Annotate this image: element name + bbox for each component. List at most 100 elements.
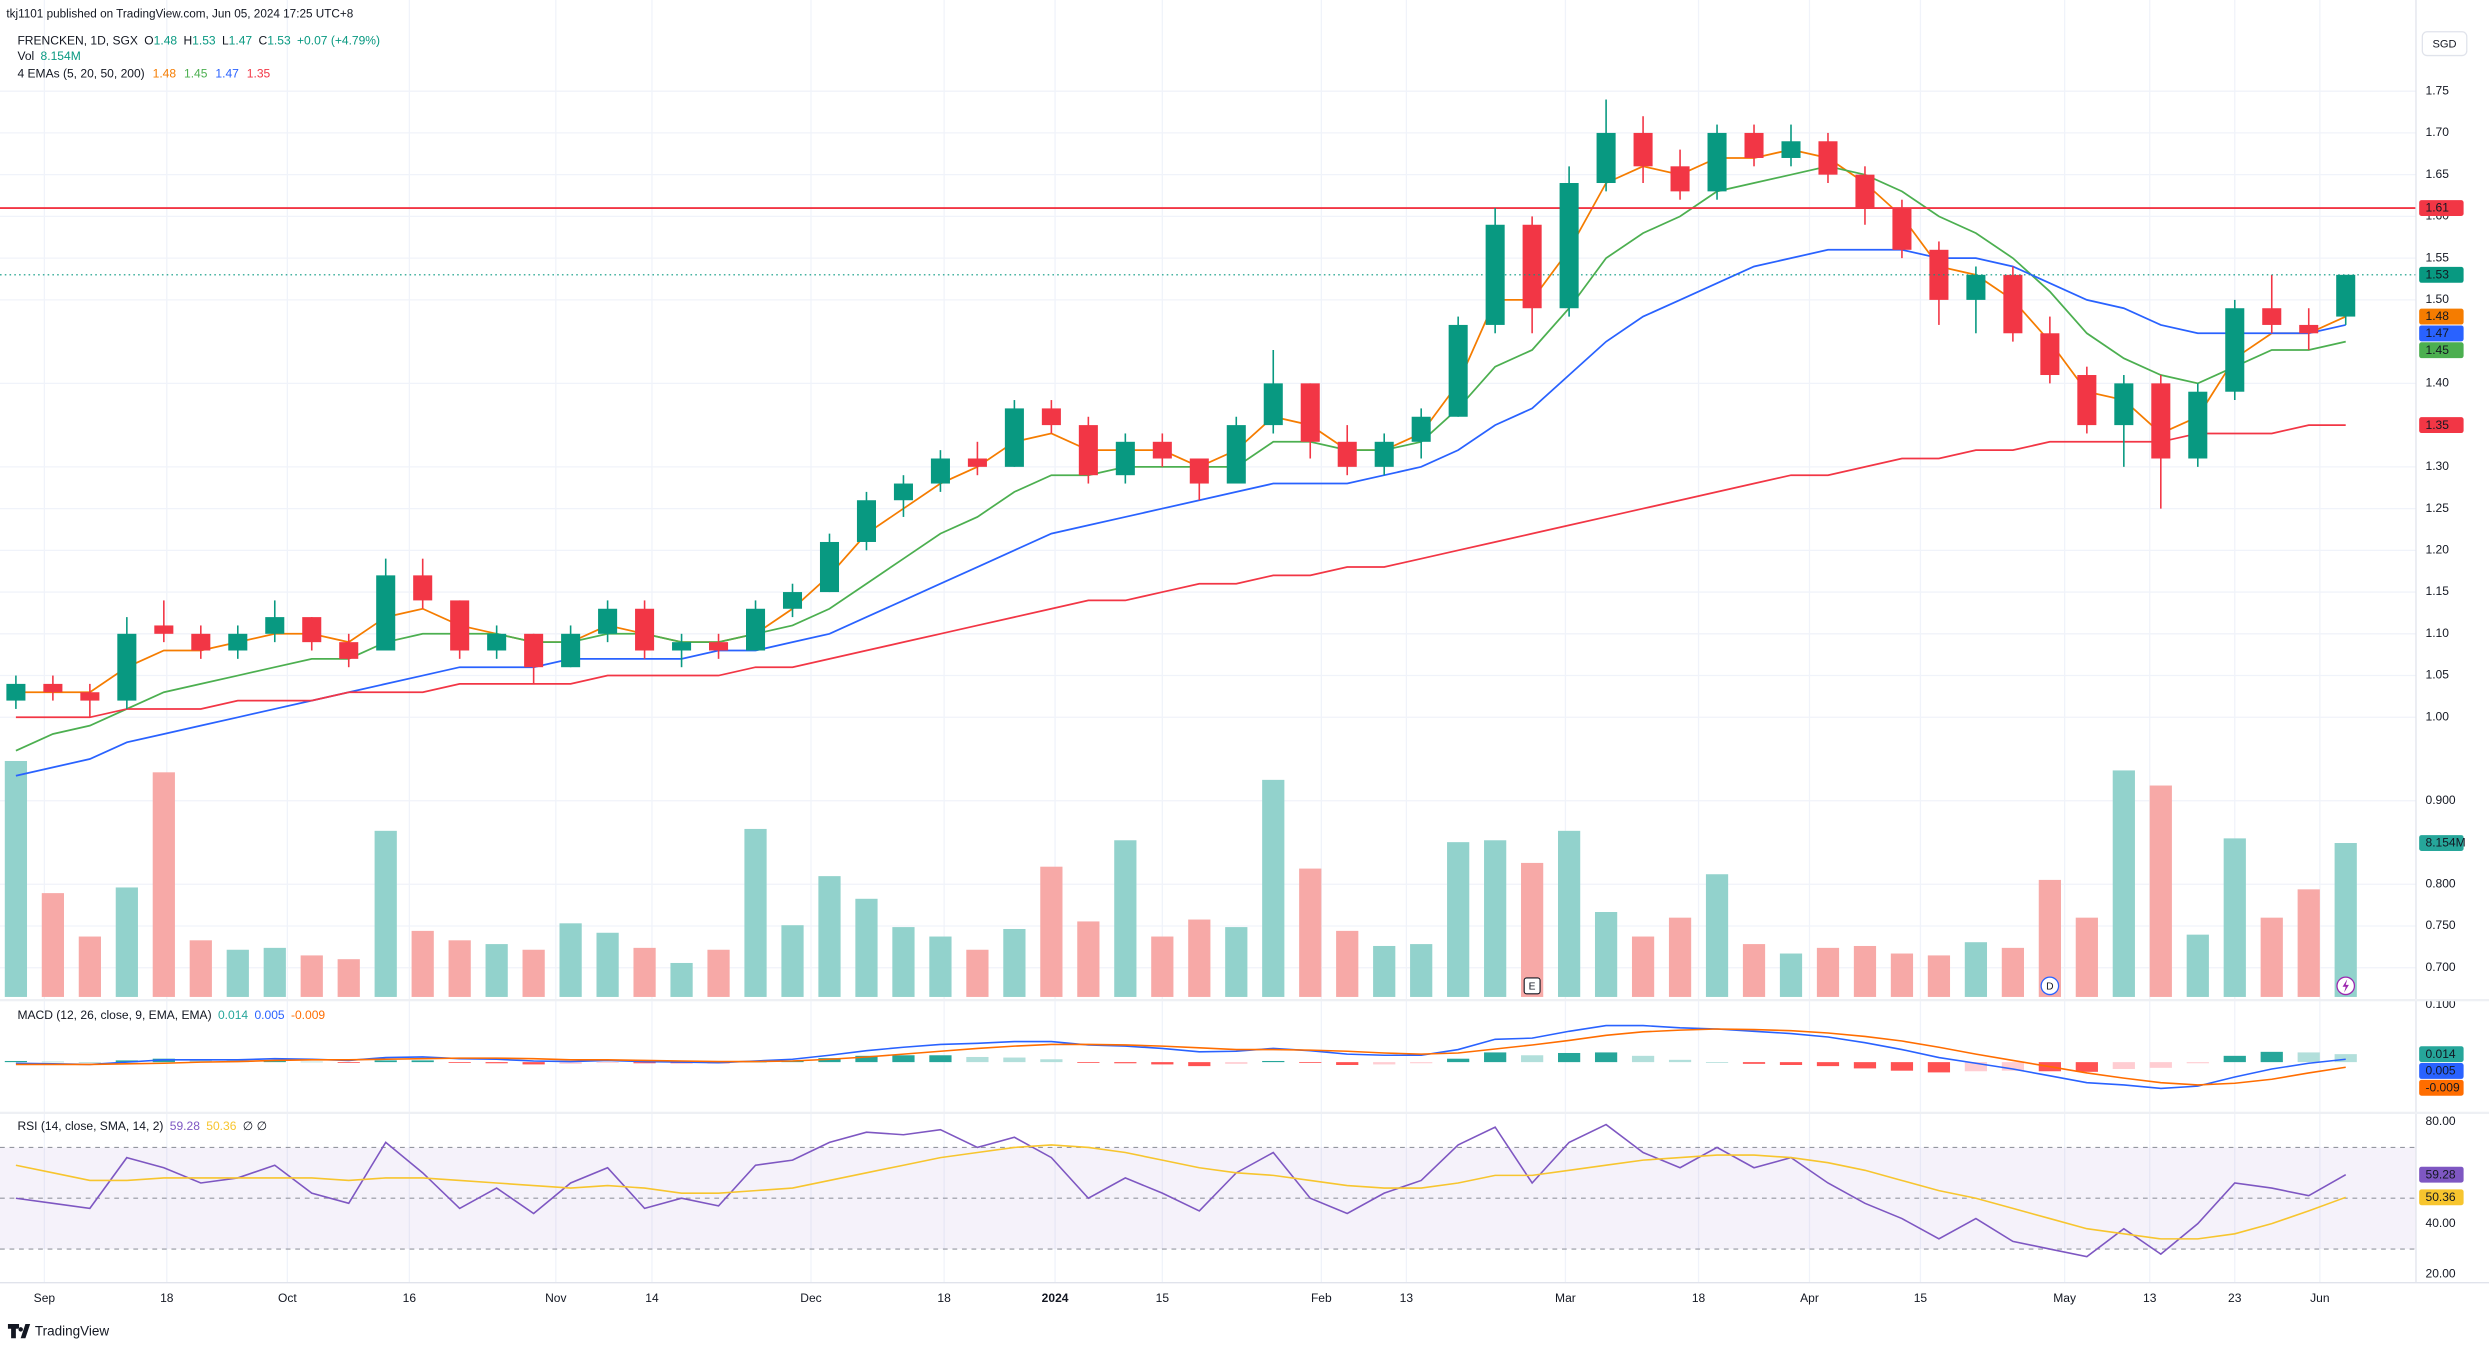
candle-body [154,625,174,634]
currency-button[interactable] [2421,31,2468,57]
candle-body [413,575,433,601]
volume-bar [818,876,841,997]
volume-bar [1114,840,1137,997]
volume-bar [1816,947,1840,997]
volume-bar [1188,919,1211,997]
macd-histogram-bar [1594,1052,1618,1063]
time-tick-label: 15 [1156,1291,1170,1305]
axis-value-label: 1.53 [2426,268,2450,282]
macd-histogram-bar [855,1055,878,1063]
rsi-line [15,1123,2347,1258]
legend-rsi: RSI (14, close, SMA, 14, 2) [17,1119,163,1133]
axis-value-label: 1.48 [2426,309,2450,323]
macd-histogram-bar [1410,1062,1433,1064]
volume-bar [374,830,397,997]
legend: MACD (12, 26, close, 9, EMA, EMA) 0.014 0.… [17,1008,325,1022]
legend: RSI (14, close, SMA, 14, 2) 59.28 50.36 ∅ ∅ [17,1119,267,1133]
macd-histogram-bar [374,1060,397,1063]
macd-histogram-bar [1668,1059,1692,1063]
candle-body [1078,425,1098,476]
candle-body [967,458,987,467]
macd-histogram-bar [2260,1051,2283,1063]
time-tick-label: 16 [403,1291,417,1305]
candle-body [1892,208,1912,250]
time-tick-label: Oct [278,1291,297,1305]
time-tick-label: Sep [34,1291,56,1305]
price-tick-label: 1.25 [2426,501,2450,515]
candle-body [2188,391,2208,459]
candle-body [561,633,581,668]
legend-macd-value: 0.005 [254,1008,284,1022]
logo-mark [7,1323,31,1339]
candle-body [1152,441,1172,459]
macd-histogram-bar [1262,1060,1285,1063]
macd-histogram-bar [1816,1062,1840,1067]
axis-value-box [2419,1166,2464,1183]
candle-body [1411,416,1431,442]
macd-histogram-bar [1114,1062,1137,1064]
macd-histogram-bar [559,1062,582,1064]
time-tick-label: May [2053,1291,2076,1305]
candle-body [1707,132,1727,192]
macd-histogram-bar [2149,1062,2172,1068]
macd-histogram-bar [2001,1062,2024,1071]
legend-rsi-flags: ∅ ∅ [243,1119,267,1133]
volume-bar [522,949,545,997]
macd-histogram-bar [485,1062,508,1064]
macd-histogram-bar [1151,1062,1174,1065]
axis-value-label: 59.28 [2426,1167,2456,1181]
brand-name: TradingView [35,1323,109,1338]
volume-bar [1225,927,1248,997]
macd-histogram-bar [1484,1052,1507,1063]
volume-bar [1668,917,1692,997]
candle-body [1374,441,1394,467]
volume-bar [1631,936,1655,997]
currency-label[interactable]: SGD [2433,38,2457,50]
legend-ema-value: 1.48 [153,67,177,81]
legend-rsi-value: 59.28 [170,1119,200,1133]
volume-bar [1336,930,1359,997]
macd-histogram-bar [4,1060,28,1063]
legend: 4 EMAs (5, 20, 50, 200) 1.48 1.45 1.47 1.35 [17,67,270,81]
axis-value-label: 0.014 [2426,1047,2456,1061]
legend-rsi-value: 50.36 [206,1119,236,1133]
price-tick-label: 1.40 [2426,376,2450,390]
macd-histogram-bar [1927,1062,1951,1073]
macd-histogram-bar [337,1062,360,1063]
price-tick-label: 0.750 [2426,918,2456,932]
volume-bar [300,955,323,997]
candle-body [1226,425,1246,484]
macd-histogram-bar [1188,1062,1211,1067]
axis-value-label: 1.35 [2426,418,2450,432]
candle-body [117,633,137,701]
macd-histogram-bar [1853,1062,1877,1069]
price-tick-label: 1.30 [2426,459,2450,473]
candle-body [2114,383,2134,426]
candle-body [709,642,729,651]
volume-bar [596,932,619,997]
candle-body [1633,132,1653,167]
candle-body [856,500,876,542]
volume-bar [929,936,952,997]
legend-ohlc-key: H [183,33,192,47]
ema-line [15,165,2346,752]
volume-bar [1558,830,1581,997]
event-label: D [2046,981,2053,992]
candle-body [930,458,950,484]
tradingview-logo: TradingView [7,1323,109,1339]
macd-histogram-bar [2075,1062,2098,1072]
macd-line [15,1024,2346,1090]
macd-histogram-bar [1964,1062,1988,1072]
macd-histogram-bar [41,1061,64,1063]
price-tick-label: 1.55 [2426,250,2450,264]
macd-histogram-bar [1299,1062,1322,1063]
price-tick-label: 0.700 [2426,960,2456,974]
legend: FRENCKEN, 1D, SGX O1.48 H1.53 L1.47 C1.53 +0.… [17,33,380,47]
candle-body [2040,333,2060,376]
macd-histogram-bar [1890,1062,1914,1071]
volume-bar [1299,868,1322,997]
price-tick-label: 1.50 [2426,292,2450,306]
legend-change: +0.07 (+4.79%) [297,33,380,47]
price-tick-label: 1.75 [2426,83,2450,97]
